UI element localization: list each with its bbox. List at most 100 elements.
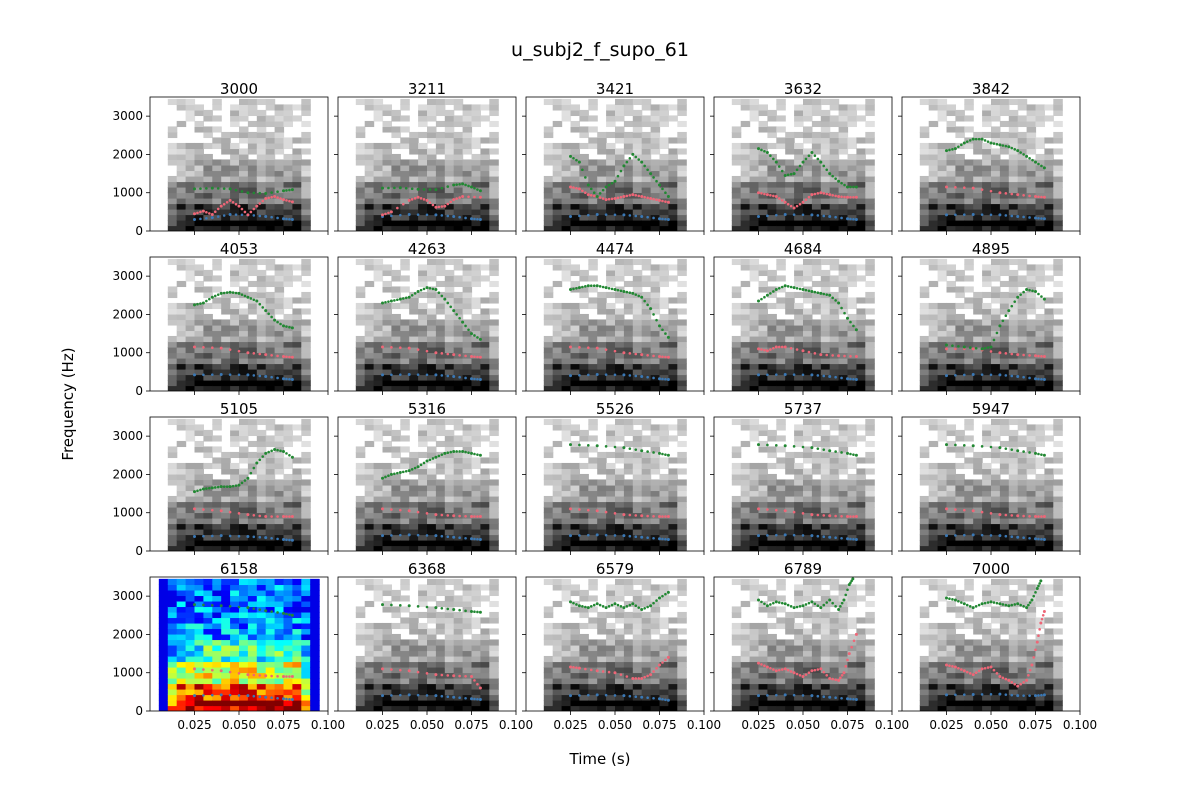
formant-f3-point [219, 604, 223, 608]
formant-f2-point [249, 210, 253, 214]
formant-f1-point [595, 533, 599, 537]
formant-f1-point [628, 534, 632, 538]
formant-f1-point [854, 218, 858, 222]
formant-f3-point [276, 448, 279, 452]
formant-f2-point [998, 191, 1002, 195]
formant-f2-point [795, 348, 799, 351]
formant-f3-point [634, 604, 638, 608]
panel-title: 5316 [408, 400, 446, 418]
formant-f2-point [446, 674, 450, 677]
formant-f2-point [290, 515, 294, 519]
formant-f3-point [607, 605, 611, 608]
formant-f3-point [801, 445, 805, 449]
formant-f1-point [998, 534, 1002, 538]
formant-f3-point [276, 320, 279, 324]
formant-f1-point [652, 376, 655, 380]
y-tick-label: 0 [135, 704, 143, 718]
formant-f2-point [849, 515, 852, 518]
formant-f3-point [963, 444, 966, 447]
formant-f3-point [945, 596, 948, 600]
formant-f2-point [285, 199, 288, 202]
formant-f1-point [810, 213, 814, 217]
formant-f1-point [640, 695, 644, 699]
formant-f2-point [637, 677, 641, 680]
formant-f3-point [760, 600, 763, 604]
formant-f1-point [801, 694, 805, 697]
formant-f2-point [381, 213, 384, 217]
formant-f3-point [789, 605, 793, 608]
formant-f2-point [575, 666, 578, 670]
formant-f3-point [1034, 451, 1037, 455]
formant-f2-point [282, 515, 285, 519]
formant-f1-point [290, 378, 294, 382]
formant-f3-point [452, 183, 456, 187]
formant-f3-point [610, 603, 614, 607]
formant-f1-point [193, 534, 196, 538]
formant-f1-point [452, 214, 456, 218]
formant-f1-point [276, 696, 279, 700]
formant-f2-point [822, 192, 826, 195]
formant-f2-point [440, 513, 444, 517]
formant-f3-point [962, 345, 966, 349]
formant-f3-point [604, 445, 608, 448]
x-tick-label: 0.075 [642, 718, 676, 732]
formant-f3-point [428, 188, 432, 191]
formant-f2-point [837, 195, 841, 199]
formant-f3-point [962, 141, 966, 145]
formant-f3-point [422, 461, 426, 465]
formant-f2-point [416, 348, 420, 351]
formant-f2-point [1030, 663, 1034, 667]
formant-f2-point [399, 508, 402, 512]
formant-f2-point [446, 202, 450, 206]
formant-f2-point [604, 198, 608, 202]
formant-f2-point [854, 515, 858, 519]
formant-f3-point [592, 603, 596, 607]
formant-f2-point [619, 673, 623, 676]
formant-f1-point [276, 376, 279, 380]
formant-f1-point [834, 696, 837, 700]
formant-f1-point [854, 698, 858, 702]
formant-f3-point [849, 581, 852, 585]
formant-f2-point [425, 512, 429, 515]
formant-f1-point [219, 534, 223, 538]
formant-f2-point [587, 346, 590, 350]
formant-f1-point [264, 214, 268, 218]
formant-f3-point [953, 598, 957, 602]
formant-f1-point [446, 214, 450, 218]
formant-f2-point [954, 186, 957, 189]
x-tick-label: 0.100 [687, 718, 721, 732]
formant-f2-point [628, 352, 632, 355]
formant-f2-point [434, 205, 438, 209]
formant-f2-point [828, 514, 832, 518]
formant-f2-point [1010, 514, 1014, 517]
x-tick-label: 0.075 [1018, 718, 1052, 732]
formant-f1-point [285, 377, 288, 381]
formant-f3-point [628, 447, 632, 450]
formant-f1-point [852, 697, 855, 701]
formant-f2-point [1034, 648, 1037, 652]
formant-f1-point [252, 214, 256, 217]
formant-f3-point [396, 471, 399, 475]
formant-f3-point [416, 187, 420, 191]
formant-f1-point [258, 695, 262, 699]
formant-f1-point [1034, 537, 1037, 541]
formant-f3-point [983, 601, 987, 605]
spectrogram [167, 418, 311, 551]
formant-f1-point [399, 213, 402, 217]
formant-f3-point [813, 290, 817, 294]
formant-f3-point [584, 285, 587, 288]
x-tick-label: 0.100 [1063, 718, 1097, 732]
formant-f3-point [443, 297, 447, 301]
formant-f3-point [783, 602, 787, 606]
formant-f1-point [390, 534, 393, 537]
formant-f3-point [1019, 151, 1022, 154]
formant-f3-point [455, 313, 458, 316]
formant-f3-point [237, 605, 241, 609]
formant-f3-point [255, 461, 259, 465]
formant-f3-point [572, 601, 575, 605]
formant-f3-point [1040, 453, 1043, 456]
formant-f3-point [816, 157, 820, 161]
formant-f2-point [434, 673, 438, 677]
formant-f2-point [407, 509, 411, 513]
formant-f3-point [760, 297, 763, 301]
